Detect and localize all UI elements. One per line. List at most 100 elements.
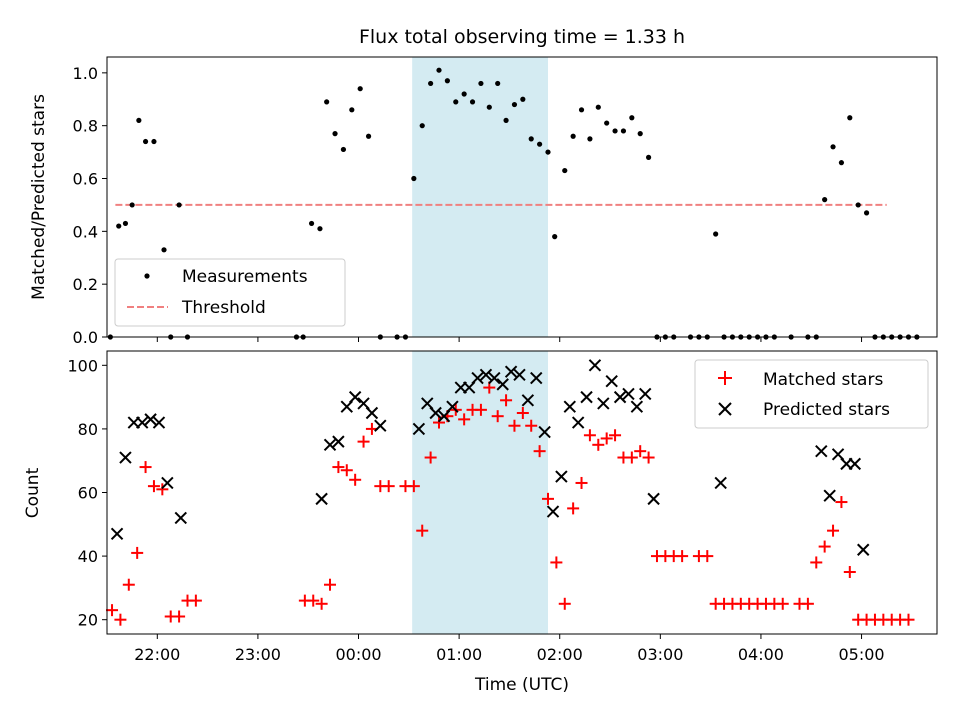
predicted-star-point <box>110 527 124 541</box>
matched-star-point <box>349 473 362 486</box>
predicted-star-point <box>630 400 644 413</box>
measurement-point <box>151 138 157 145</box>
y-tick-label: 0.4 <box>73 222 98 241</box>
y-tick-label: 100 <box>67 356 98 375</box>
predicted-star-point <box>815 444 828 458</box>
top-legend: Measurements Threshold <box>114 258 346 327</box>
matched-star-point <box>416 524 429 537</box>
measurement-point <box>847 115 853 121</box>
predicted-star-point <box>571 416 585 429</box>
matched-star-point <box>525 419 538 432</box>
matched-star-point <box>156 483 169 496</box>
y-tick-label: 40 <box>78 547 98 566</box>
matched-star-point <box>810 556 823 569</box>
measurement-point <box>365 133 372 139</box>
measurement-point <box>332 131 338 137</box>
predicted-star-point <box>647 492 660 506</box>
measurement-point <box>495 80 501 87</box>
measurement-point <box>176 202 182 208</box>
measurement-point <box>629 115 635 121</box>
measurement-point <box>324 99 330 105</box>
legend-marker-predicted-stars <box>718 402 732 416</box>
measurement-point <box>317 226 323 232</box>
matched-star-point <box>500 394 513 407</box>
bottom-y-ticks: 20 40 60 80 100 <box>67 356 107 630</box>
predicted-star-point <box>315 492 328 506</box>
matched-star-point <box>609 429 622 442</box>
top-legend-box <box>114 258 346 327</box>
predicted-star-point <box>622 387 635 401</box>
legend-marker-measurements <box>144 273 150 279</box>
measurement-point <box>411 175 417 182</box>
matched-star-point <box>550 556 563 569</box>
matched-star-point <box>541 492 554 505</box>
x-tick-label: 00:00 <box>335 645 381 664</box>
measurement-point <box>822 197 828 203</box>
top-plot-frame <box>106 56 938 338</box>
matched-star-point <box>424 451 437 464</box>
matched-star-point <box>776 597 789 610</box>
matched-star-point <box>818 540 831 553</box>
predicted-star-point <box>471 371 484 385</box>
predicted-star-point <box>174 511 187 525</box>
matched-star-point <box>634 445 647 458</box>
y-tick-label: 1.0 <box>73 64 98 83</box>
predicted-star-point <box>323 438 337 452</box>
predicted-star-point <box>161 476 174 490</box>
legend-marker-matched-stars <box>718 371 732 385</box>
y-tick-label: 80 <box>78 420 98 439</box>
predicted-star-point <box>546 505 560 518</box>
measurement-point <box>340 146 347 153</box>
predicted-star-point <box>530 371 543 385</box>
matched-star-point <box>516 407 529 420</box>
measurement-point <box>308 220 315 227</box>
matched-star-point <box>533 445 546 458</box>
measurement-point <box>142 138 149 145</box>
measurement-point <box>428 80 434 87</box>
predicted-star-point <box>479 368 493 382</box>
predicted-star-point <box>446 400 459 413</box>
matched-star-point <box>173 610 186 623</box>
measurement-point <box>578 107 585 113</box>
top-highlight-band <box>412 57 548 337</box>
measurement-point <box>122 220 129 227</box>
measurement-point <box>587 136 593 142</box>
measurement-point <box>595 104 601 110</box>
bottom-legend: Matched stars Predicted stars <box>694 359 929 429</box>
matched-star-point <box>324 578 337 591</box>
predicted-star-point <box>563 400 576 413</box>
bottom-panel: 20 40 60 80 100 22:00 23:00 00:00 01:00 02:00 03:… <box>23 350 938 695</box>
predicted-star-point <box>496 378 509 391</box>
measurement-point <box>349 107 355 113</box>
measurement-point <box>552 234 558 240</box>
matched-star-point <box>843 565 856 578</box>
matched-star-point <box>357 435 370 448</box>
measurement-point <box>116 223 122 229</box>
matched-star-point <box>382 480 395 493</box>
matched-star-point <box>139 461 152 474</box>
matched-star-point <box>583 429 596 442</box>
predicted-star-point <box>521 394 535 407</box>
matched-star-point <box>189 594 202 607</box>
measurement-point <box>436 67 442 73</box>
matched-star-point <box>827 524 840 537</box>
predicted-star-point <box>513 368 526 382</box>
matched-star-point <box>458 413 471 426</box>
matched-star-point <box>340 464 353 477</box>
x-tick-label: 03:00 <box>637 645 683 664</box>
matched-star-point <box>114 613 127 626</box>
y-tick-label: 0.6 <box>73 170 98 189</box>
matched-star-point <box>315 597 328 610</box>
matched-star-point <box>307 594 320 607</box>
top-x-ticks <box>156 337 863 342</box>
measurement-point <box>419 123 425 129</box>
bottom-y-axis-label: Count <box>23 467 43 518</box>
count-points-layer <box>106 359 915 626</box>
predicted-star-point <box>588 359 602 372</box>
top-chart-title: Flux total observing time = 1.33 h <box>359 26 685 48</box>
predicted-star-point <box>580 390 593 404</box>
x-tick-label: 23:00 <box>235 645 281 664</box>
x-tick-label: 02:00 <box>537 645 583 664</box>
matched-star-point <box>835 496 848 509</box>
measurement-point <box>469 99 476 105</box>
